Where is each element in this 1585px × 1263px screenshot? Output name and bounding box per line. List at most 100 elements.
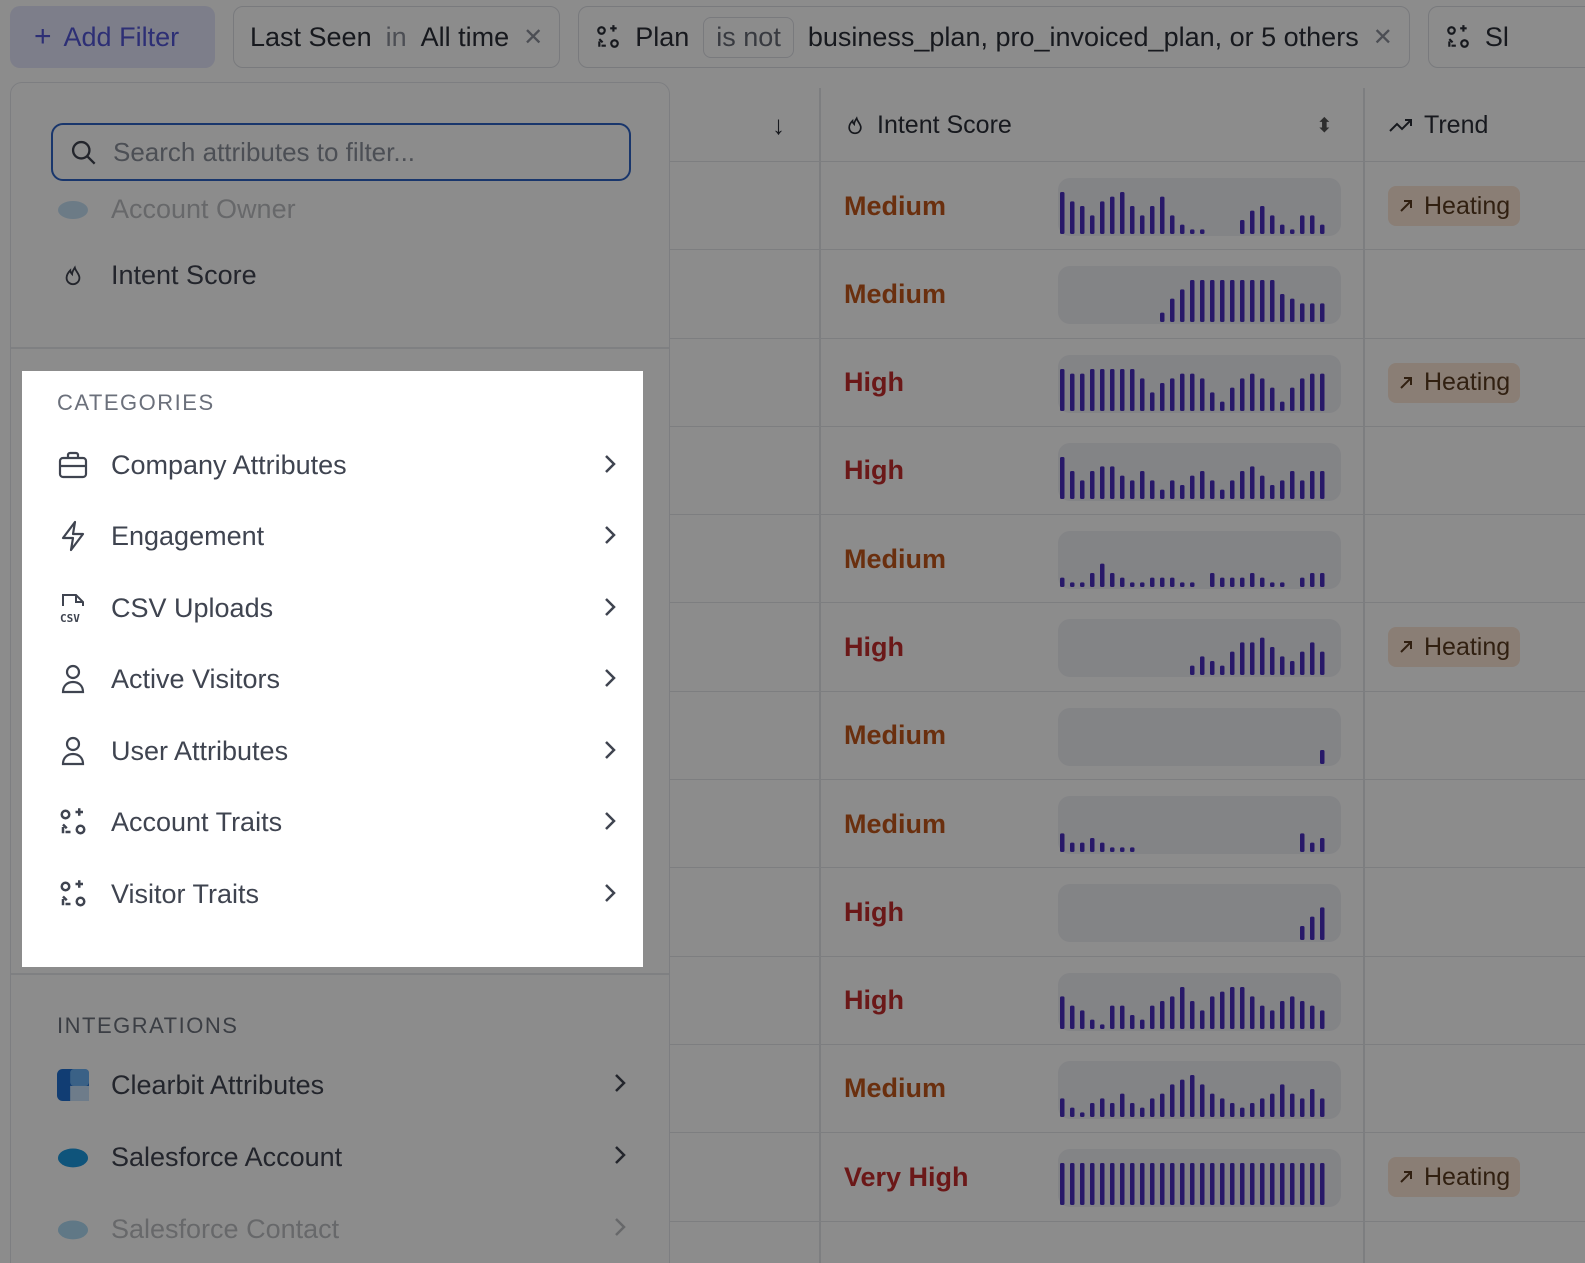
chevron-right-icon <box>613 1142 627 1173</box>
integration-salesforce-account[interactable]: Salesforce Account <box>57 1141 627 1173</box>
intent-sparkline <box>1058 1149 1341 1208</box>
category-active-visitors[interactable]: Active Visitors <box>57 654 617 704</box>
table-row[interactable]: High Heating <box>668 339 1585 427</box>
sparkline-bar <box>1240 986 1245 1029</box>
sparkline-bar <box>1110 196 1115 234</box>
sparkline-bar <box>1320 224 1325 234</box>
sparkline-bar <box>1260 577 1265 588</box>
sparkline-bar <box>1310 642 1315 676</box>
sparkline-bar <box>1240 470 1245 499</box>
sparkline-bar <box>1160 312 1165 323</box>
sparkline-bar <box>1250 642 1255 676</box>
sort-toggle-icon[interactable]: ⬍ <box>1316 114 1333 137</box>
chevron-right-icon <box>613 1070 627 1101</box>
table-row[interactable]: Medium Heating <box>668 162 1585 251</box>
intent-score-value: Medium <box>844 720 947 751</box>
sparkline-bar <box>1150 1163 1155 1206</box>
sparkline-bar <box>1070 470 1075 499</box>
table-row[interactable]: Medium <box>668 250 1585 339</box>
remove-filter-icon[interactable]: ✕ <box>1372 23 1393 51</box>
category-visitor-traits[interactable]: Visitor Traits <box>57 869 617 919</box>
sparkline-bar <box>1320 373 1325 411</box>
attribute-search[interactable] <box>51 123 631 181</box>
sparkline-bar <box>1310 917 1315 941</box>
sparkline-bar <box>1270 1163 1275 1206</box>
sparkline-bar <box>1120 192 1125 234</box>
accounts-table: ↓ Intent Score ⬍ Trend Medium Heating Medi… <box>668 88 1585 1263</box>
category-user-attributes[interactable]: User Attributes <box>57 726 617 776</box>
chevron-right-icon <box>603 880 617 911</box>
add-filter-button[interactable]: + Add Filter <box>10 6 215 68</box>
table-row[interactable]: High <box>668 957 1585 1045</box>
table-row[interactable]: Medium <box>668 515 1585 604</box>
sparkline-bar <box>1110 573 1115 588</box>
filter-chip-plan[interactable]: Plan is not business_plan, pro_invoiced_… <box>578 6 1410 68</box>
sparkline-bar <box>1220 666 1225 676</box>
sparkline-bar <box>1220 577 1225 588</box>
sparkline-bar <box>1080 1112 1085 1117</box>
chip-operator[interactable]: is not <box>703 16 794 58</box>
chip-value: business_plan, pro_invoiced_plan, or 5 o… <box>807 21 1359 52</box>
sparkline-bar <box>1160 1000 1165 1029</box>
sparkline-bar <box>1270 387 1275 411</box>
table-row[interactable]: High <box>668 868 1585 957</box>
column-header-trend[interactable]: Trend <box>1388 88 1488 162</box>
sparkline-bar <box>1110 1102 1115 1117</box>
integration-salesforce-contact[interactable]: Salesforce Contact <box>57 1213 627 1245</box>
sparkline-bar <box>1120 1163 1125 1206</box>
sparkline-bar <box>1260 280 1265 323</box>
divider <box>11 347 669 349</box>
sparkline-bar <box>1180 484 1185 499</box>
filter-chip-last-seen[interactable]: Last Seen in All time ✕ <box>233 6 561 68</box>
sparkline-bar <box>1160 489 1165 499</box>
sparkline-bar <box>1300 1163 1305 1206</box>
sparkline-bar <box>1170 298 1175 323</box>
remove-filter-icon[interactable]: ✕ <box>523 23 544 51</box>
table-row[interactable]: Medium <box>668 780 1585 869</box>
table-row[interactable]: Very High Heating <box>668 1133 1585 1222</box>
sparkline-bar <box>1120 475 1125 499</box>
table-row[interactable]: High Heating <box>668 603 1585 692</box>
attribute-label: Intent Score <box>111 259 257 290</box>
sort-desc-icon[interactable]: ↓ <box>772 109 785 140</box>
category-account-traits[interactable]: Account Traits <box>57 797 617 847</box>
sparkline-bar <box>1260 1098 1265 1117</box>
svg-text:CSV: CSV <box>60 612 80 624</box>
integration-clearbit[interactable]: Clearbit Attributes <box>57 1069 627 1101</box>
filter-bar: + Add Filter Last Seen in All time ✕ Pla… <box>10 6 1585 68</box>
sparkline-bar <box>1180 582 1185 588</box>
filter-chip-truncated[interactable]: Sl <box>1427 6 1585 68</box>
sparkline-bar <box>1100 201 1105 234</box>
category-csv-uploads[interactable]: CSV CSV Uploads <box>57 583 617 633</box>
sparkline-bar <box>1320 749 1325 764</box>
sparkline-bar <box>1140 215 1145 234</box>
clearbit-icon <box>57 1069 89 1101</box>
table-row[interactable]: Medium <box>668 692 1585 781</box>
attribute-account-owner[interactable]: Account Owner <box>57 193 627 225</box>
category-engagement[interactable]: Engagement <box>57 511 617 561</box>
sparkline-bar <box>1260 377 1265 411</box>
sparkline-bar <box>1240 220 1245 234</box>
sparkline-bar <box>1150 577 1155 588</box>
sparkline-bar <box>1190 475 1195 499</box>
sparkline-bar <box>1310 1163 1315 1206</box>
category-label: Engagement <box>111 520 265 551</box>
column-header-intent[interactable]: Intent Score <box>845 88 1012 162</box>
sparkline-bar <box>1140 377 1145 411</box>
sparkline-bar <box>1130 206 1135 234</box>
sparkline-bar <box>1100 368 1105 411</box>
sparkline-bar <box>1150 480 1155 499</box>
sparkline-bar <box>1250 210 1255 234</box>
table-row[interactable]: Medium <box>668 1045 1585 1134</box>
sparkline-bar <box>1310 303 1315 323</box>
sparkline-bar <box>1090 215 1095 234</box>
search-input[interactable] <box>113 136 593 168</box>
sparkline-bar <box>1180 1163 1185 1206</box>
attribute-intent-score[interactable]: Intent Score <box>57 259 627 291</box>
sparkline-bar <box>1060 368 1065 411</box>
chip-field: Last Seen <box>250 21 372 52</box>
chevron-right-icon <box>603 451 617 482</box>
sparkline-bar <box>1190 1074 1195 1117</box>
category-company-attributes[interactable]: Company Attributes <box>57 440 617 490</box>
table-row[interactable]: High <box>668 427 1585 516</box>
